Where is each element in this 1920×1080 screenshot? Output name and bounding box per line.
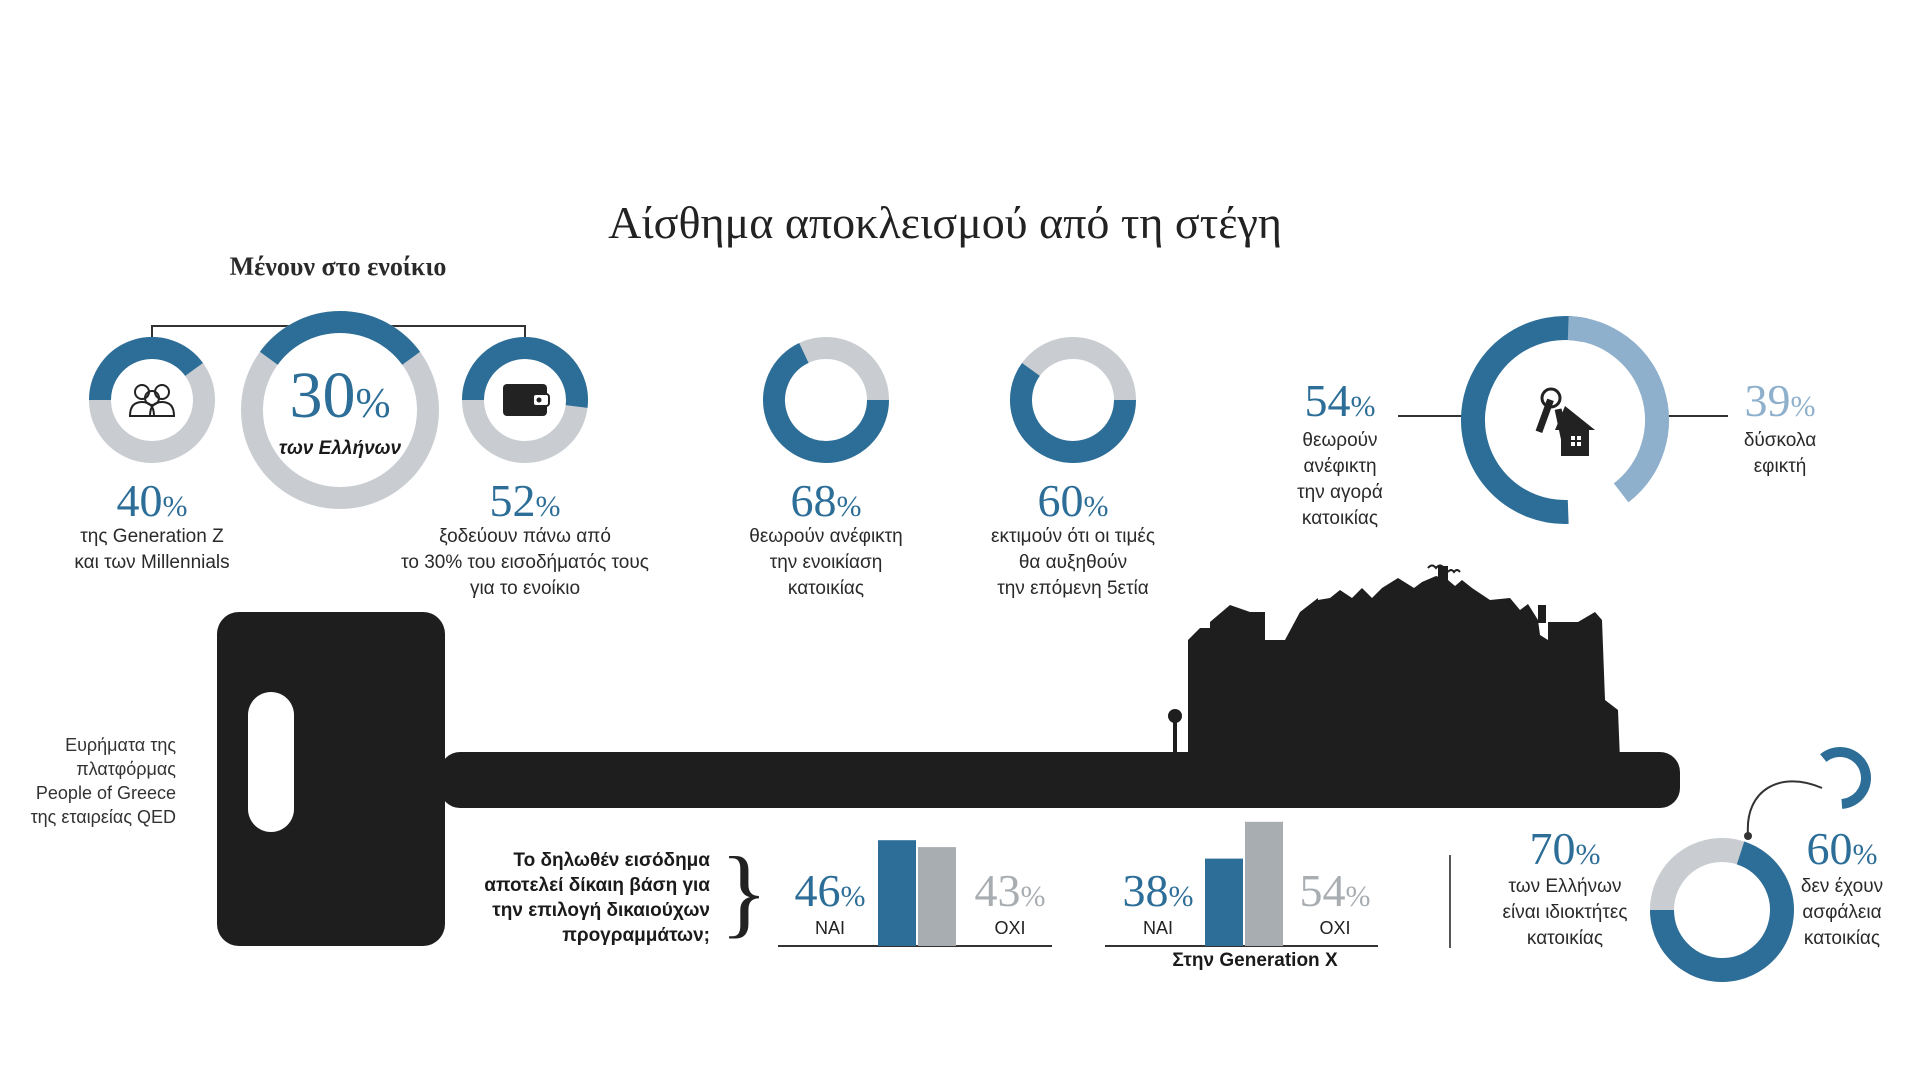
- rent-unaffordable-caption: θεωρούν ανέφικτη την ενοικίαση κατοικίας: [749, 526, 903, 599]
- survey-all-yes-label: ΝΑΙ: [814, 918, 845, 938]
- income-share-value: 52%: [489, 475, 561, 526]
- question-brace: }: [720, 836, 768, 947]
- survey-genx-yes-label: ΝΑΙ: [1142, 918, 1173, 938]
- owners-value: 70%: [1529, 823, 1601, 874]
- rent-center-caption: των Ελλήνων: [278, 438, 402, 459]
- bar-all-yes: [878, 840, 916, 946]
- wallet-icon: [503, 384, 550, 416]
- rent-subtitle: Μένουν στο ενοίκιο: [229, 252, 447, 281]
- key-silhouette: [217, 612, 1680, 946]
- survey-all-no-value: 43%: [974, 865, 1046, 916]
- house-keys-icon: [1535, 387, 1595, 456]
- survey-question: Το δηλωθέν εισόδημα αποτελεί δίκαιη βάση…: [484, 850, 710, 946]
- bar-all-no: [918, 847, 956, 946]
- ring-purchase-hard: [1567, 316, 1669, 503]
- rent-unaffordable-value: 68%: [790, 475, 862, 526]
- rent-center-value: 30%: [289, 359, 391, 432]
- page-title: Αίσθημα αποκλεισμού από τη στέγη: [608, 197, 1282, 248]
- ring-income-value: [462, 337, 588, 408]
- purchase-hard-caption: δύσκολα εφικτή: [1743, 430, 1817, 477]
- bar-genx-no: [1245, 821, 1283, 946]
- income-share-caption: ξοδεύουν πάνω από το 30% του εισοδήματός…: [401, 526, 649, 599]
- insurance-connector: [1746, 780, 1823, 835]
- insurance-value: 60%: [1806, 823, 1878, 874]
- genz-caption: της Generation Z και των Millennials: [74, 526, 230, 573]
- genz-value: 40%: [116, 475, 188, 526]
- survey-all-no-label: ΟΧΙ: [994, 918, 1026, 938]
- source-note: Ευρήματα της πλατφόρμας People of Greece…: [30, 735, 176, 827]
- survey-bars: [878, 821, 1283, 946]
- ring-rent-center-track: [241, 311, 439, 509]
- insurance-caption: δεν έχουν ασφάλεια κατοικίας: [1800, 876, 1884, 949]
- ring-genz-value: [89, 337, 203, 401]
- purchase-unaffordable-caption: θεωρούν ανέφικτη την αγορά κατοικίας: [1297, 430, 1383, 529]
- survey-all-yes-value: 46%: [794, 865, 866, 916]
- birds: [1427, 564, 1461, 574]
- ring-purchase-unaffordable: [1460, 316, 1588, 524]
- ring-owners-value: [1650, 841, 1794, 982]
- purchase-unaffordable-value: 54%: [1304, 375, 1376, 426]
- people-icon: [128, 384, 176, 417]
- ring-rent-center-value: [259, 311, 421, 365]
- ring-rent-unaffordable-value: [763, 343, 889, 463]
- purchase-hard-value: 39%: [1744, 375, 1816, 426]
- price-rise-value: 60%: [1037, 475, 1109, 526]
- donut-rings: [89, 311, 1871, 982]
- survey-genx-title: Στην Generation X: [1172, 950, 1338, 971]
- bar-genx-yes: [1205, 858, 1243, 946]
- ring-insurance-value: [1820, 747, 1871, 809]
- survey-genx-yes-value: 38%: [1122, 865, 1194, 916]
- city-skyline: [1168, 566, 1620, 760]
- insurance-connector-dot: [1744, 832, 1752, 840]
- price-rise-caption: εκτιμούν ότι οι τιμές θα αυξηθούν την επ…: [990, 526, 1156, 599]
- ring-price-rise-value: [1010, 362, 1136, 463]
- survey-genx-no-value: 54%: [1299, 865, 1371, 916]
- owners-caption: των Ελλήνων είναι ιδιοκτήτες κατοικίας: [1502, 876, 1628, 949]
- survey-genx-no-label: ΟΧΙ: [1319, 918, 1351, 938]
